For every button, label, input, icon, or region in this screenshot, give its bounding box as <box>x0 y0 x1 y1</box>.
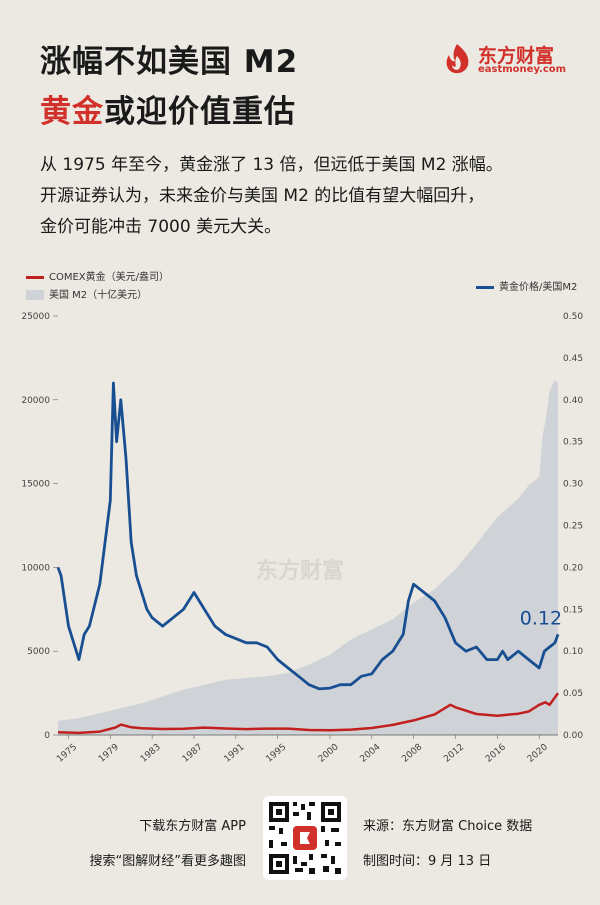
headline-line1: 涨幅不如美国 M2 <box>40 44 299 80</box>
x-tick-label: 2000 <box>317 742 341 765</box>
x-tick-label: 1983 <box>139 742 163 764</box>
y-right-tick-label: 0.35 <box>563 438 583 448</box>
y-right-tick-label: 0.30 <box>563 480 583 490</box>
brand-domain: eastmoney.com <box>478 64 567 75</box>
ratio-annotation: 0.12 <box>520 607 562 629</box>
x-tick-label: 1991 <box>223 742 247 764</box>
y-left-tick-label: 15000 <box>21 480 50 490</box>
flame-logo-icon <box>446 44 469 74</box>
watermark: 东方财富 <box>256 558 344 584</box>
y-right-tick-label: 0.00 <box>563 731 583 741</box>
x-tick-label: 2008 <box>400 742 424 765</box>
y-right-tick-label: 0.20 <box>563 563 583 573</box>
y-left-tick-label: 25000 <box>21 312 50 322</box>
legend-swatch-ratio <box>476 285 494 289</box>
legend-swatch-m2 <box>26 290 44 300</box>
date-text: 制图时间：9 月 13 日 <box>363 854 492 869</box>
chart-area: 东方财富 0 5000 10000 15000 20000 25000 0.00 0.05 0.… <box>21 312 583 765</box>
y-right-tick-label: 0.40 <box>563 396 583 406</box>
headline-highlight: 黄金 <box>40 94 104 130</box>
legend-ratio-label: 黄金价格/美国M2 <box>499 282 578 293</box>
legend-ratio: 黄金价格/美国M2 <box>476 278 577 293</box>
y-right-tick-label: 0.15 <box>563 605 583 615</box>
gold-m2-ratio-line <box>56 381 560 691</box>
x-tick-label: 1987 <box>181 742 205 764</box>
y-left-tick-label: 20000 <box>21 396 50 406</box>
y-right-tick-label: 0.50 <box>563 312 583 322</box>
y-right-tick-label: 0.25 <box>563 522 583 532</box>
x-tick-label: 1975 <box>55 742 79 764</box>
y-right-tick-label: 0.10 <box>563 647 583 657</box>
legend-m2-label: 美国 M2（十亿美元） <box>49 290 148 301</box>
y-left-tick-label: 5000 <box>27 647 50 657</box>
x-tick-label: 2020 <box>526 742 550 765</box>
y-left-tick-label: 0 <box>44 731 50 741</box>
gold-price-line <box>57 692 560 735</box>
headline-line2: 黄金或迎价值重估 <box>40 86 296 131</box>
intro-line: 开源证券认为，未来金价与美国 M2 的比值有望大幅回升， <box>40 186 485 206</box>
x-tick-label: 1995 <box>264 742 288 764</box>
brand-name: 东方财富 <box>478 45 555 67</box>
headline-rest: 或迎价值重估 <box>104 94 296 130</box>
qr-code <box>263 796 347 880</box>
legend-m2: 美国 M2（十亿美元） <box>26 286 147 301</box>
x-tick-label: 2004 <box>359 742 383 765</box>
search-hint-text: 搜索“图解财经”看更多趣图 <box>89 854 246 869</box>
x-tick-label: 2012 <box>442 742 466 764</box>
download-app-text: 下载东方财富 APP <box>139 819 246 834</box>
legend-gold-label: COMEX黄金（美元/盎司） <box>49 272 170 283</box>
source-text: 来源：东方财富 Choice 数据 <box>363 819 533 834</box>
qr-code-icon <box>269 802 341 874</box>
legend-swatch-gold <box>26 275 44 279</box>
y-right-tick-label: 0.05 <box>563 689 583 699</box>
x-tick-label: 1979 <box>97 742 121 765</box>
legend-gold: COMEX黄金（美元/盎司） <box>26 268 169 283</box>
x-tick-label: 2016 <box>484 742 508 765</box>
intro-line: 金价可能冲击 7000 美元大关。 <box>40 217 282 237</box>
y-left-tick-label: 10000 <box>21 563 50 573</box>
m2-area-series <box>58 379 558 735</box>
intro-line: 从 1975 年至今，黄金涨了 13 倍，但远低于美国 M2 涨幅。 <box>40 155 503 175</box>
y-right-tick-label: 0.45 <box>563 354 583 364</box>
brand-logo: 东方财富 eastmoney.com <box>440 40 580 80</box>
intro-text: 从 1975 年至今，黄金涨了 13 倍，但远低于美国 M2 涨幅。 开源证券认… <box>40 150 580 243</box>
